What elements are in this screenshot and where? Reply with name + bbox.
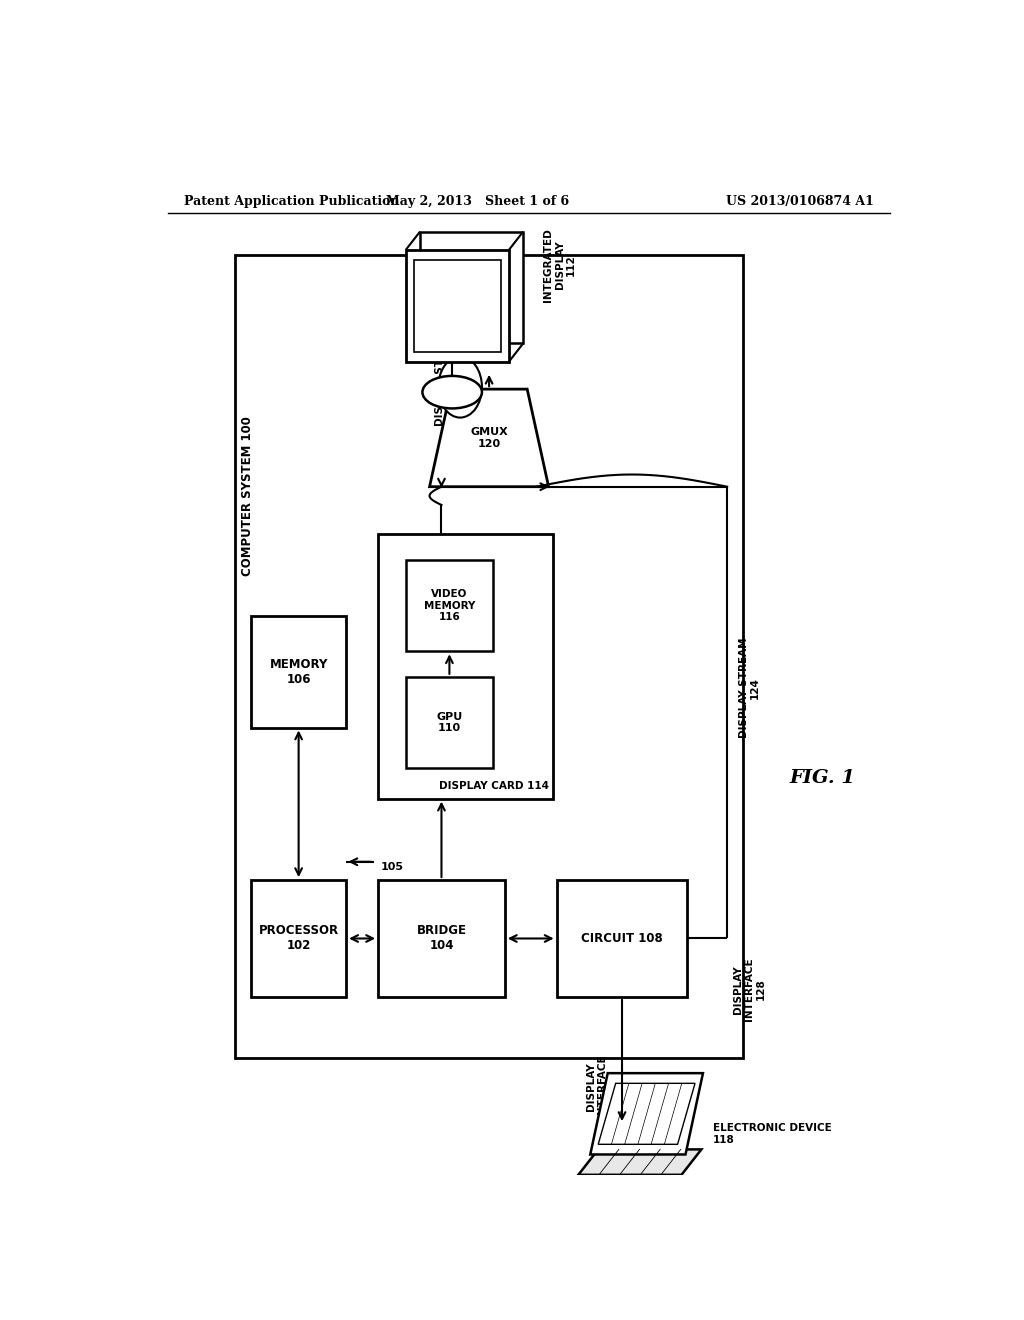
Bar [406, 677, 494, 768]
Bar [236, 255, 743, 1057]
Text: DISPLAY
INTERFACE
126: DISPLAY INTERFACE 126 [586, 1055, 618, 1118]
Polygon shape [430, 389, 549, 487]
Bar [414, 260, 501, 351]
Text: DISPLAY STREAM
124: DISPLAY STREAM 124 [738, 638, 760, 738]
Bar [251, 880, 346, 997]
Text: FIG. 1: FIG. 1 [790, 770, 855, 788]
Bar [251, 615, 346, 727]
Bar [406, 560, 494, 651]
Polygon shape [590, 1073, 702, 1155]
Text: GPU
110: GPU 110 [436, 711, 463, 734]
Text: DISPLAY STREAM
122: DISPLAY STREAM 122 [434, 325, 457, 425]
Ellipse shape [438, 356, 482, 417]
Text: COMPUTER SYSTEM 100: COMPUTER SYSTEM 100 [242, 416, 255, 576]
Text: ELECTRONIC DEVICE
118: ELECTRONIC DEVICE 118 [714, 1123, 833, 1144]
Text: US 2013/0106874 A1: US 2013/0106874 A1 [726, 194, 873, 207]
Text: VIDEO
MEMORY
116: VIDEO MEMORY 116 [424, 589, 475, 622]
Text: INTEGRATED
DISPLAY
112: INTEGRATED DISPLAY 112 [543, 228, 577, 302]
Bar [378, 880, 505, 997]
Polygon shape [598, 1084, 695, 1144]
Text: Patent Application Publication: Patent Application Publication [183, 194, 399, 207]
Text: DISPLAY
INTERFACE
128: DISPLAY INTERFACE 128 [733, 957, 766, 1022]
Bar [557, 880, 687, 997]
Text: MEMORY
106: MEMORY 106 [269, 657, 328, 685]
Text: 105: 105 [380, 862, 403, 873]
Ellipse shape [423, 376, 482, 408]
Text: May 2, 2013   Sheet 1 of 6: May 2, 2013 Sheet 1 of 6 [386, 194, 568, 207]
Text: GMUX
120: GMUX 120 [470, 428, 508, 449]
Bar [420, 231, 523, 343]
Bar [406, 249, 509, 362]
Polygon shape [579, 1175, 682, 1183]
Text: BRIDGE
104: BRIDGE 104 [417, 924, 467, 953]
Text: PROCESSOR
102: PROCESSOR 102 [259, 924, 339, 953]
Polygon shape [579, 1150, 701, 1175]
Text: DISPLAY CARD 114: DISPLAY CARD 114 [438, 780, 549, 791]
Bar [378, 535, 553, 799]
Text: CIRCUIT 108: CIRCUIT 108 [582, 932, 663, 945]
